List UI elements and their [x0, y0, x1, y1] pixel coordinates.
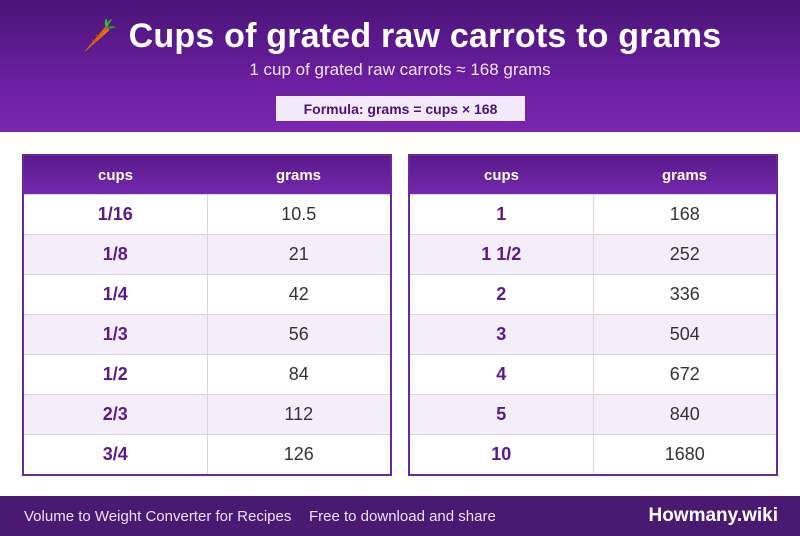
conversion-table-left: cups grams 1/16 10.5 1/8 21 1/4 42 1/3 5… — [22, 154, 392, 476]
table-row: 1/16 10.5 — [24, 194, 390, 234]
table-row: 3 504 — [410, 314, 776, 354]
cups-cell: 1 1/2 — [410, 235, 594, 274]
cups-cell: 10 — [410, 435, 594, 474]
table-row: 1/8 21 — [24, 234, 390, 274]
column-header-cups: cups — [97, 166, 133, 184]
column-header-grams: grams — [275, 166, 322, 184]
column-header-cups: cups — [483, 166, 519, 184]
page-title: Cups of grated raw carrots to grams — [128, 16, 722, 55]
grams-cell: 252 — [669, 244, 700, 264]
table-row: 3/4 126 — [24, 434, 390, 474]
table-row: 2 336 — [410, 274, 776, 314]
cups-cell: 2/3 — [24, 395, 208, 434]
cups-cell: 1/4 — [24, 275, 208, 314]
header-banner: Cups of grated raw carrots to grams 1 cu… — [0, 0, 800, 132]
title-row: Cups of grated raw carrots to grams — [0, 14, 800, 58]
cups-cell: 4 — [410, 355, 594, 394]
cups-cell: 5 — [410, 395, 594, 434]
cups-cell: 3 — [410, 315, 594, 354]
cups-cell: 3/4 — [24, 435, 208, 474]
table-row: 5 840 — [410, 394, 776, 434]
table-row: 1/3 56 — [24, 314, 390, 354]
cups-cell: 1/3 — [24, 315, 208, 354]
footer-tagline: Volume to Weight Converter for Recipes — [24, 508, 292, 525]
brand-logo[interactable]: Howmany.wiki — [648, 505, 778, 526]
conversion-table-right: cups grams 1 168 1 1/2 252 2 336 3 504 4… — [408, 154, 778, 476]
grams-cell: 504 — [669, 324, 700, 344]
table-row: 2/3 112 — [24, 394, 390, 434]
grams-cell: 10.5 — [281, 204, 317, 224]
grams-cell: 21 — [288, 244, 309, 264]
grams-cell: 336 — [669, 284, 700, 304]
grams-cell: 1680 — [664, 444, 705, 464]
grams-cell: 168 — [669, 204, 700, 224]
table-header: cups grams — [24, 156, 390, 194]
formula-badge: Formula: grams = cups × 168 — [276, 96, 525, 121]
table-row: 1 1/2 252 — [410, 234, 776, 274]
cups-cell: 2 — [410, 275, 594, 314]
grams-cell: 56 — [288, 324, 309, 344]
cups-cell: 1/8 — [24, 235, 208, 274]
cups-cell: 1/16 — [24, 195, 208, 234]
grams-cell: 84 — [288, 364, 309, 384]
grams-cell: 840 — [669, 404, 700, 424]
cups-cell: 1/2 — [24, 355, 208, 394]
grams-cell: 112 — [284, 404, 314, 424]
grams-cell: 672 — [669, 364, 700, 384]
grams-cell: 42 — [288, 284, 309, 304]
table-row: 4 672 — [410, 354, 776, 394]
table-header: cups grams — [410, 156, 776, 194]
table-row: 1/4 42 — [24, 274, 390, 314]
cups-cell: 1 — [410, 195, 594, 234]
column-header-grams: grams — [661, 166, 708, 184]
table-row: 10 1680 — [410, 434, 776, 474]
grams-cell: 126 — [283, 444, 314, 464]
footer-bar: Volume to Weight Converter for Recipes F… — [0, 496, 800, 536]
footer-share-note: Free to download and share — [309, 508, 496, 525]
table-row: 1 168 — [410, 194, 776, 234]
table-row: 1/2 84 — [24, 354, 390, 394]
page-subtitle: 1 cup of grated raw carrots ≈ 168 grams — [249, 60, 551, 79]
carrot-icon — [84, 17, 116, 52]
